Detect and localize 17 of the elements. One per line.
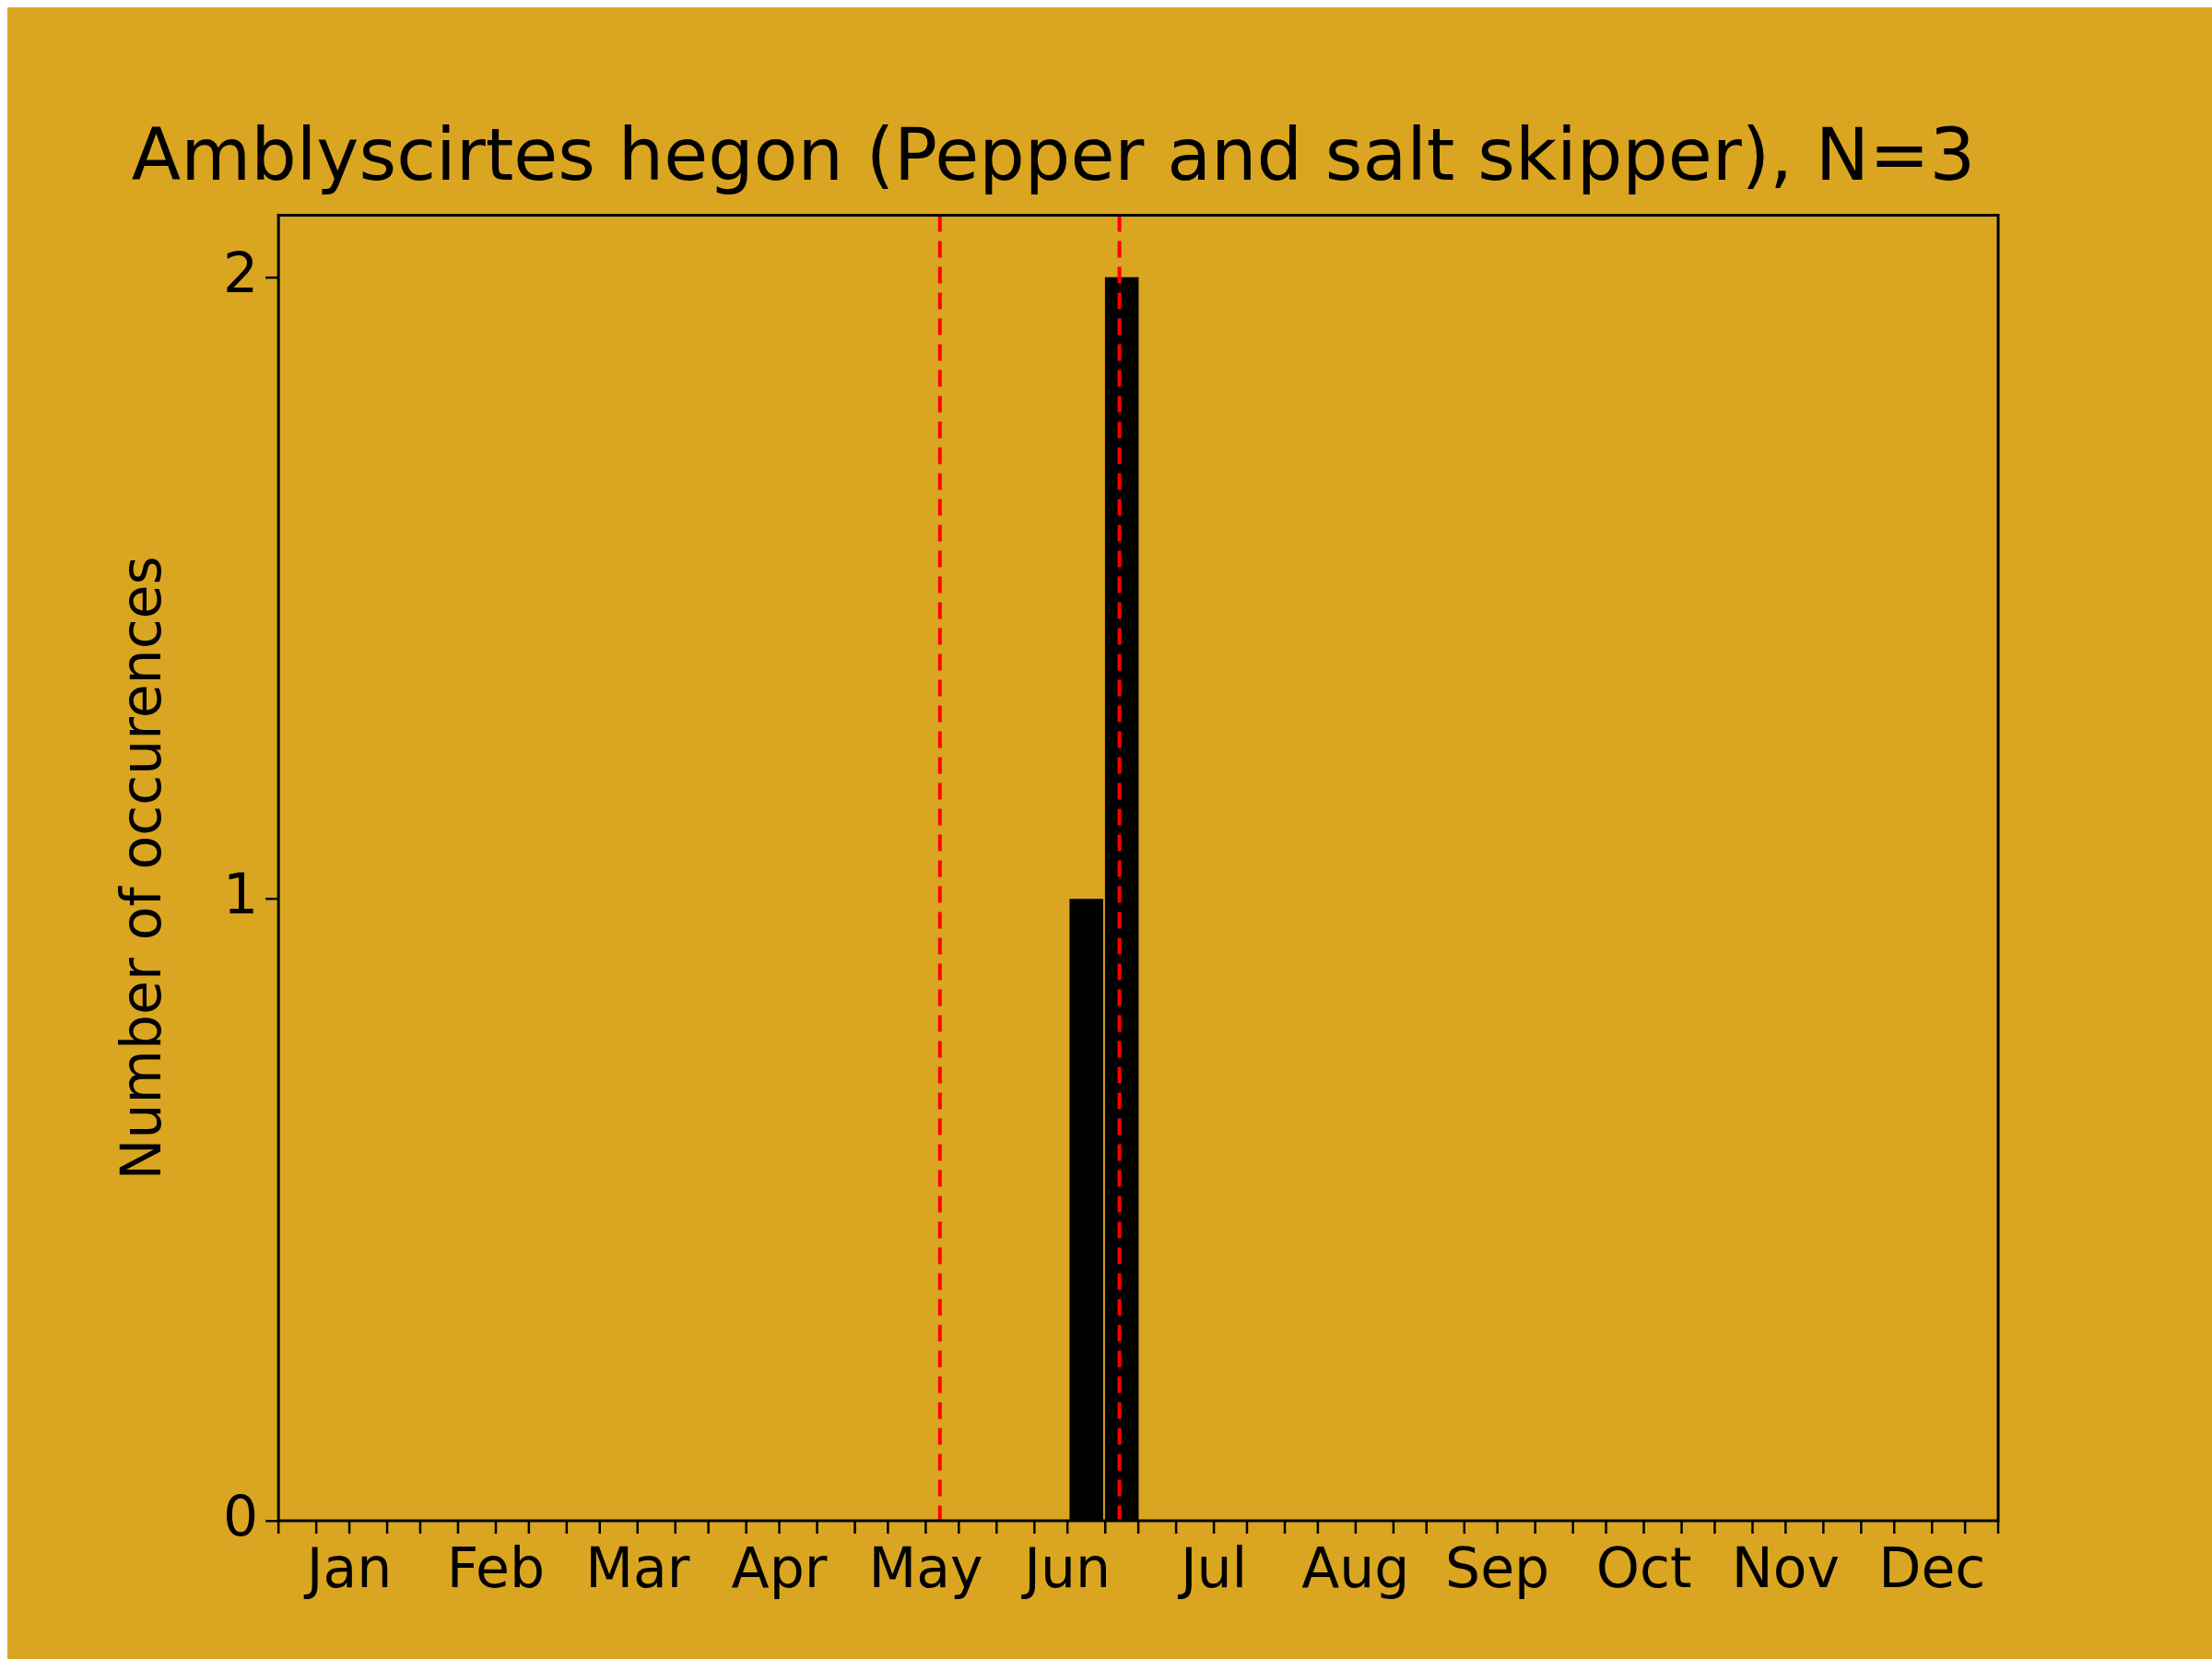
x-tick-label: Mar (585, 1535, 690, 1600)
x-tick-label: May (868, 1535, 983, 1600)
y-tick-label: 0 (222, 1483, 259, 1548)
y-tick-label: 1 (222, 862, 259, 927)
x-tick-label: Feb (446, 1535, 546, 1600)
x-tick-label: Sep (1445, 1535, 1550, 1600)
x-tick-label: Apr (731, 1535, 828, 1600)
x-tick-label: Jan (302, 1535, 393, 1600)
x-tick-label: Jun (1020, 1535, 1112, 1600)
chart-title: Amblyscirtes hegon (Pepper and salt skipper), N=3 (131, 113, 1976, 197)
x-tick-label: Dec (1878, 1535, 1986, 1600)
x-tick-label: Nov (1731, 1535, 1840, 1600)
x-tick-label: Jul (1176, 1535, 1248, 1600)
x-tick-label: Oct (1595, 1535, 1692, 1600)
x-tick-label: Aug (1301, 1535, 1410, 1600)
y-axis-title: Number of occurences (108, 556, 173, 1181)
y-tick-label: 2 (222, 240, 259, 305)
